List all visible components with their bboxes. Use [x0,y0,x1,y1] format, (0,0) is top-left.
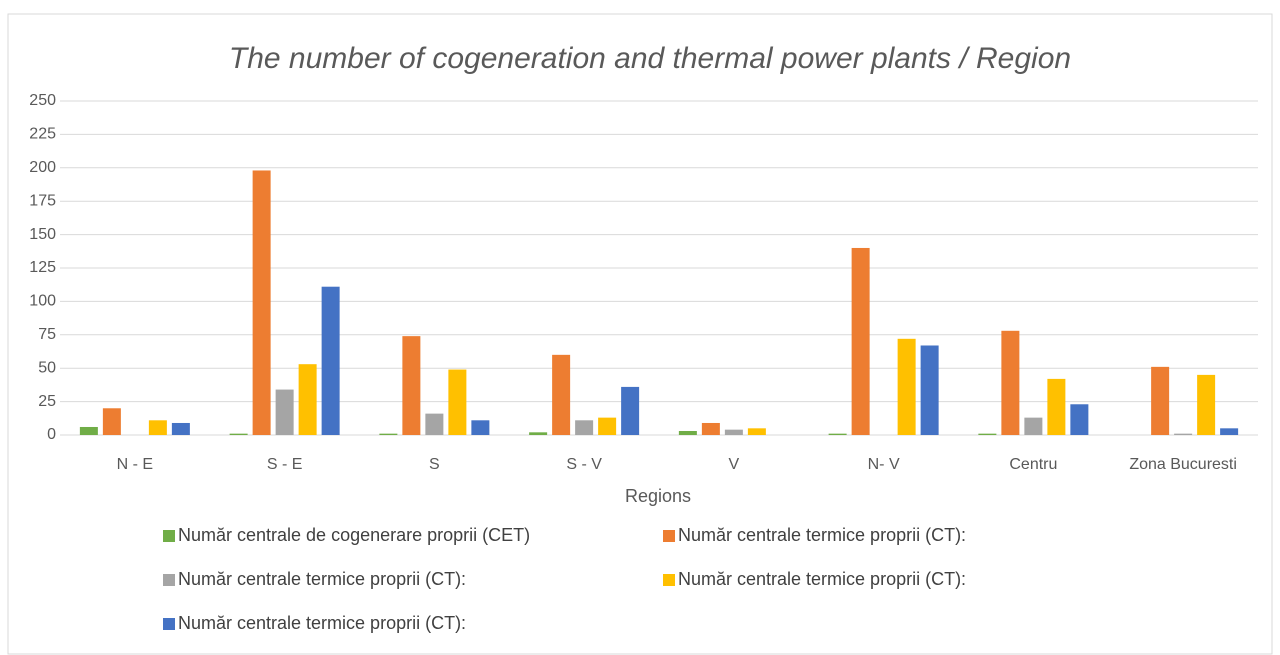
x-tick-label: N- V [868,456,900,473]
bar [1047,378,1066,435]
bar [471,420,490,435]
bar [678,430,697,435]
bar [1197,374,1216,435]
bar [321,286,340,435]
bar [851,247,870,435]
bar [1174,433,1193,435]
bar [402,336,421,435]
legend-label: Număr centrale de cogenerare proprii (CE… [178,525,530,545]
legend-swatch [163,618,175,630]
y-tick-label: 100 [29,293,56,310]
y-tick-label: 125 [29,259,56,276]
x-tick-label: N - E [117,456,153,473]
bar [1220,428,1239,435]
y-tick-label: 25 [38,393,56,410]
bar [897,338,916,435]
bar [621,386,640,435]
bar [1151,366,1170,435]
legend-label: Număr centrale termice proprii (CT): [678,525,966,545]
bar [275,389,294,435]
y-tick-label: 0 [47,426,56,443]
legend-swatch [663,574,675,586]
legend-label: Număr centrale termice proprii (CT): [678,569,966,589]
y-tick-label: 75 [38,326,56,343]
bar [920,345,939,435]
bar [102,408,121,435]
bar [298,364,317,435]
x-tick-label: S [429,456,440,473]
bar [747,428,766,435]
legend-label: Număr centrale termice proprii (CT): [178,569,466,589]
x-tick-label: S - V [566,456,602,473]
bar [171,422,190,435]
bar [1001,330,1020,435]
x-tick-label: V [729,456,740,473]
y-tick-label: 150 [29,226,56,243]
legend-swatch [663,530,675,542]
y-tick-label: 50 [38,359,56,376]
bar [701,422,720,435]
chart-title: The number of cogeneration and thermal p… [229,42,1071,75]
legend-swatch [163,530,175,542]
legend-label: Număr centrale termice proprii (CT): [178,613,466,633]
bar [252,170,271,436]
bar [978,433,997,435]
bar [828,433,847,435]
x-tick-label: S - E [267,456,303,473]
bar [229,433,248,435]
bar [598,417,617,435]
bar [379,433,398,435]
bar [425,413,444,435]
chart-frame [7,13,1273,655]
bar [575,420,594,435]
x-tick-label: Centru [1009,456,1057,473]
y-tick-label: 225 [29,126,56,143]
y-tick-label: 175 [29,192,56,209]
bar [1070,404,1089,435]
bar [724,429,743,435]
bar [148,420,167,435]
bar [448,369,467,435]
y-tick-label: 250 [29,92,56,109]
bar [1024,417,1043,435]
bar [552,354,571,435]
bar [529,432,548,435]
bar [79,426,98,435]
y-tick-label: 200 [29,159,56,176]
x-tick-label: Zona Bucuresti [1129,456,1237,473]
x-axis-title: Regions [625,486,691,506]
legend-swatch [163,574,175,586]
